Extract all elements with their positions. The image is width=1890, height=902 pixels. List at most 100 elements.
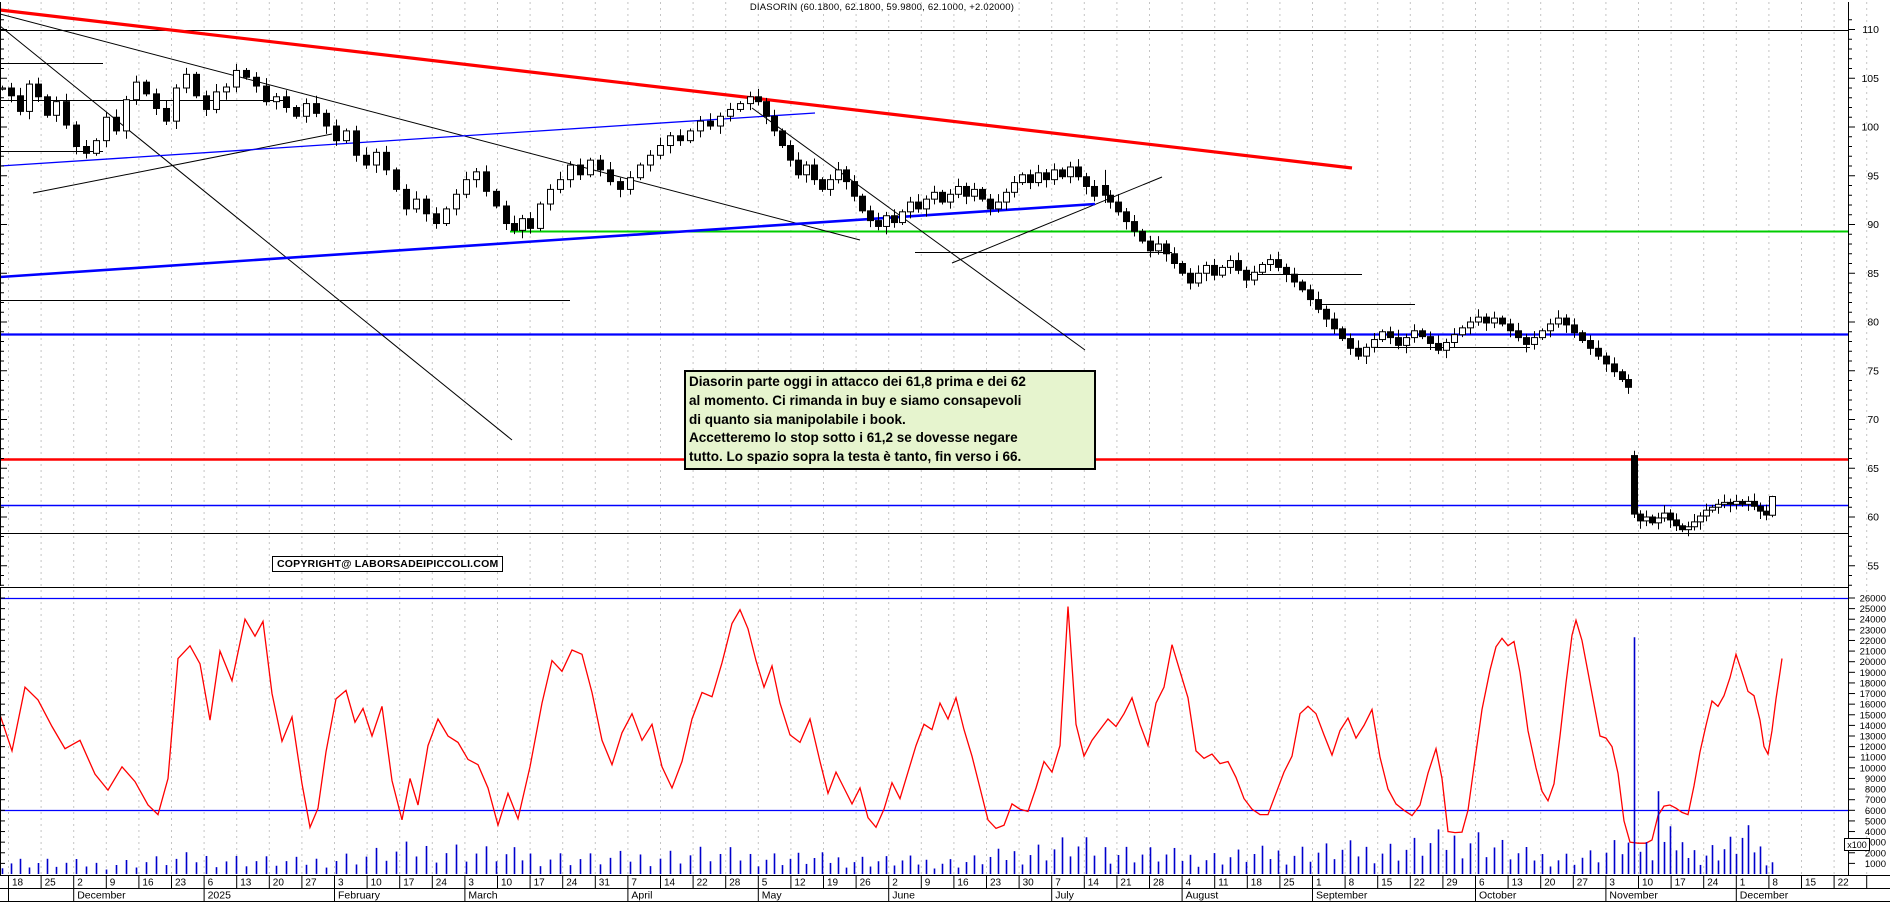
svg-text:23: 23 [990, 878, 1002, 889]
svg-text:August: August [1186, 890, 1219, 902]
svg-text:8: 8 [1772, 878, 1778, 889]
svg-text:4: 4 [1186, 878, 1192, 889]
svg-text:60: 60 [1867, 512, 1879, 524]
svg-text:10: 10 [501, 878, 513, 889]
svg-text:2: 2 [892, 878, 898, 889]
svg-text:18: 18 [12, 878, 24, 889]
svg-text:22000: 22000 [1860, 636, 1886, 647]
copyright-badge: COPYRIGHT@ LABORSADEIPICCOLI.COM [272, 556, 504, 572]
lower-panel-levels [0, 587, 1848, 812]
svg-text:May: May [762, 890, 783, 902]
svg-text:13000: 13000 [1860, 732, 1886, 743]
svg-text:11: 11 [1218, 878, 1229, 889]
svg-text:31: 31 [599, 878, 611, 889]
svg-text:27: 27 [305, 878, 317, 889]
svg-text:105: 105 [1861, 73, 1879, 85]
note-line-3: di quanto sia manipolabile i book. [689, 411, 906, 427]
svg-text:June: June [892, 890, 915, 902]
svg-text:3: 3 [1609, 878, 1615, 889]
svg-text:24: 24 [436, 878, 448, 889]
svg-text:18000: 18000 [1860, 678, 1886, 689]
svg-text:5: 5 [762, 878, 768, 889]
svg-text:18: 18 [1251, 878, 1263, 889]
svg-text:10000: 10000 [1860, 763, 1886, 774]
note-line-1: Diasorin parte oggi in attacco dei 61,8 … [689, 374, 1026, 389]
candlesticks [0, 63, 1776, 537]
indicator-line [0, 606, 1783, 844]
svg-text:7000: 7000 [1865, 795, 1886, 806]
svg-text:25000: 25000 [1860, 604, 1886, 615]
svg-text:24000: 24000 [1860, 615, 1886, 626]
svg-text:July: July [1055, 890, 1074, 902]
svg-text:October: October [1479, 890, 1517, 902]
svg-text:6: 6 [1479, 878, 1485, 889]
svg-text:23000: 23000 [1860, 625, 1886, 636]
svg-text:19000: 19000 [1860, 668, 1886, 679]
svg-text:3: 3 [468, 878, 474, 889]
svg-text:20000: 20000 [1860, 657, 1886, 668]
note-line-4: Accetteremo lo stop sotto i 61,2 se dove… [689, 430, 1018, 446]
svg-text:17: 17 [403, 878, 415, 889]
svg-text:20: 20 [273, 878, 285, 889]
svg-text:11000: 11000 [1860, 753, 1886, 764]
svg-text:9: 9 [925, 878, 931, 889]
svg-text:12000: 12000 [1860, 742, 1886, 753]
svg-text:26000: 26000 [1860, 594, 1886, 605]
svg-text:8: 8 [1349, 878, 1355, 889]
svg-text:November: November [1609, 890, 1658, 902]
svg-text:25: 25 [1283, 878, 1295, 889]
svg-text:3: 3 [338, 878, 344, 889]
svg-text:December: December [77, 890, 126, 902]
note-line-2: al momento. Ci rimanda in buy e siamo co… [689, 392, 1022, 408]
svg-text:20: 20 [1544, 878, 1556, 889]
trendlines [0, 8, 1353, 441]
svg-text:28: 28 [1153, 878, 1165, 889]
axes: 110 105 100 95 90 85 80 75 70 65 60 55 2600025000240… [0, 2, 1886, 875]
svg-text:9000: 9000 [1865, 774, 1886, 785]
chart-title: DIASORIN (60.1800, 62.1800, 59.9800, 62.… [749, 2, 1015, 13]
svg-text:65: 65 [1867, 463, 1879, 475]
svg-text:13: 13 [240, 878, 252, 889]
svg-text:March: March [468, 890, 497, 902]
svg-text:16000: 16000 [1860, 700, 1886, 711]
svg-text:85: 85 [1867, 268, 1879, 280]
svg-text:14: 14 [664, 878, 676, 889]
svg-text:23: 23 [175, 878, 187, 889]
svg-text:15: 15 [1805, 878, 1817, 889]
svg-text:29: 29 [1446, 878, 1458, 889]
svg-text:22: 22 [1838, 878, 1850, 889]
svg-text:17000: 17000 [1860, 689, 1886, 700]
svg-text:December: December [1740, 890, 1789, 902]
svg-text:4000: 4000 [1865, 827, 1886, 838]
svg-text:10: 10 [371, 878, 383, 889]
svg-text:75: 75 [1867, 365, 1879, 377]
svg-text:19: 19 [827, 878, 839, 889]
svg-text:24: 24 [566, 878, 578, 889]
svg-text:7: 7 [1055, 878, 1061, 889]
svg-text:2: 2 [77, 878, 83, 889]
svg-text:16: 16 [142, 878, 154, 889]
svg-text:13: 13 [1512, 878, 1524, 889]
svg-text:22: 22 [1414, 878, 1426, 889]
svg-text:21: 21 [1120, 878, 1132, 889]
svg-text:22: 22 [697, 878, 709, 889]
svg-text:7: 7 [631, 878, 637, 889]
svg-text:26: 26 [860, 878, 872, 889]
svg-text:14000: 14000 [1860, 721, 1886, 732]
svg-text:February: February [338, 890, 381, 902]
svg-text:1000: 1000 [1865, 859, 1886, 870]
svg-text:30: 30 [1023, 878, 1035, 889]
svg-text:100: 100 [1861, 122, 1879, 134]
svg-text:3000: 3000 [1865, 838, 1886, 849]
svg-text:April: April [631, 890, 652, 902]
svg-text:12: 12 [794, 878, 806, 889]
svg-text:17: 17 [534, 878, 546, 889]
svg-text:110: 110 [1862, 24, 1879, 36]
svg-text:16: 16 [957, 878, 969, 889]
svg-text:6: 6 [208, 878, 214, 889]
svg-text:10: 10 [1642, 878, 1654, 889]
volume-bars [1, 637, 1774, 874]
svg-text:9: 9 [110, 878, 116, 889]
